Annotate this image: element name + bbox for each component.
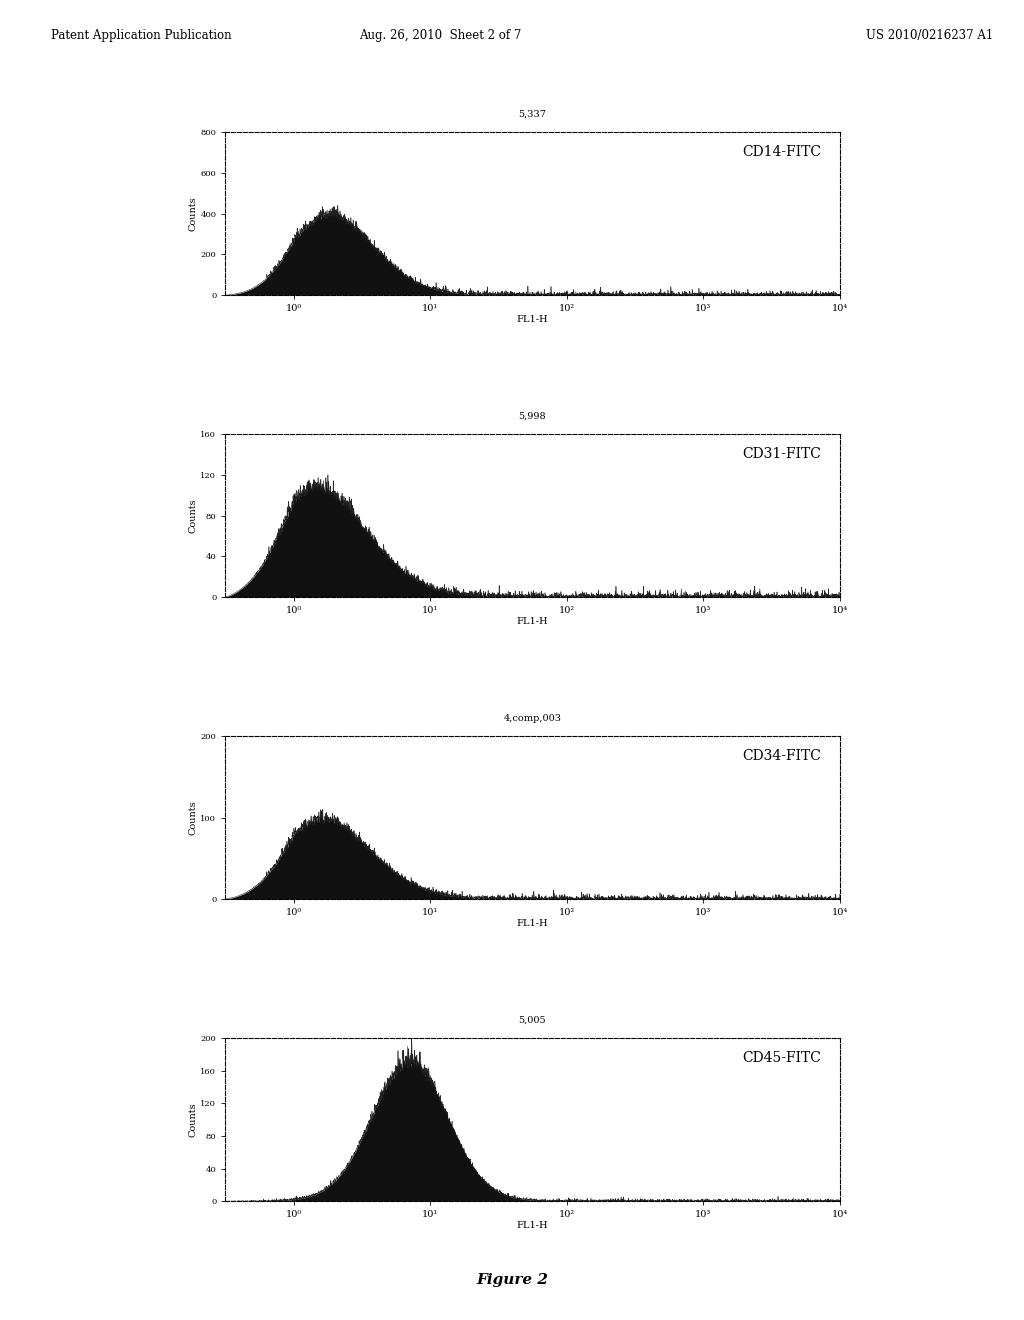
Y-axis label: Counts: Counts <box>188 197 198 231</box>
Y-axis label: Counts: Counts <box>188 800 198 836</box>
Text: CD34-FITC: CD34-FITC <box>742 748 821 763</box>
Text: 5,337: 5,337 <box>518 110 547 119</box>
X-axis label: FL1-H: FL1-H <box>517 1221 548 1230</box>
Text: 4,comp,003: 4,comp,003 <box>504 714 561 723</box>
Text: Patent Application Publication: Patent Application Publication <box>51 29 231 42</box>
Text: US 2010/0216237 A1: US 2010/0216237 A1 <box>866 29 993 42</box>
X-axis label: FL1-H: FL1-H <box>517 919 548 928</box>
Y-axis label: Counts: Counts <box>188 1102 198 1137</box>
Text: 5,998: 5,998 <box>519 412 546 421</box>
X-axis label: FL1-H: FL1-H <box>517 616 548 626</box>
Text: CD31-FITC: CD31-FITC <box>742 447 821 461</box>
Text: Figure 2: Figure 2 <box>476 1272 548 1287</box>
Text: CD45-FITC: CD45-FITC <box>742 1051 821 1065</box>
Text: 5,005: 5,005 <box>519 1016 546 1024</box>
Y-axis label: Counts: Counts <box>188 498 198 533</box>
Text: CD14-FITC: CD14-FITC <box>742 145 821 158</box>
Text: Aug. 26, 2010  Sheet 2 of 7: Aug. 26, 2010 Sheet 2 of 7 <box>359 29 521 42</box>
X-axis label: FL1-H: FL1-H <box>517 314 548 323</box>
